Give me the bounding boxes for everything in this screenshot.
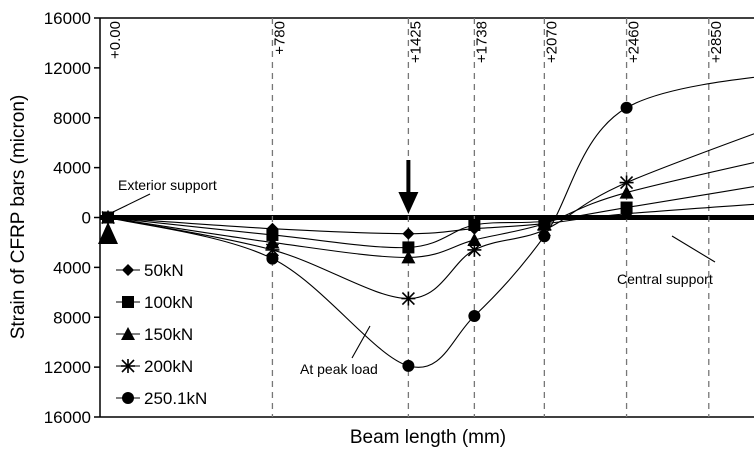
y-axis-title: Strain of CFRP bars (micron) [8, 95, 29, 340]
diamond-marker [122, 264, 134, 276]
square-marker [468, 218, 481, 231]
axes: 16000 12000 8000 4000 0 4000 8000 12000 16000 [44, 9, 754, 427]
annotation-arrow [351, 325, 371, 359]
asterisk-marker [619, 175, 634, 190]
y-tick-label: 4000 [53, 258, 91, 277]
asterisk-marker [401, 291, 416, 306]
asterisk-marker [121, 359, 135, 373]
circle-marker [266, 252, 279, 265]
load-arrow-head [398, 192, 419, 214]
exterior-support-triangle [98, 222, 118, 244]
diamond-marker [402, 227, 415, 240]
annotation-arrow [112, 193, 151, 213]
triangle-marker [619, 185, 634, 199]
square-marker [266, 228, 279, 241]
y-tick-label: 0 [82, 209, 91, 228]
triangle-marker [265, 235, 280, 249]
gauge-label: +0.00 [107, 21, 124, 59]
y-tick-label: 12000 [44, 59, 91, 78]
series-150kn [101, 161, 754, 264]
circle-marker [468, 310, 481, 323]
legend-item: 100kN [116, 293, 193, 312]
x-axis-title: Beam length (mm) [350, 427, 506, 448]
circle-marker [402, 359, 415, 372]
triangle-marker [121, 327, 135, 340]
legend: 50kN 100kN 150kN 200kN 250.1kN [116, 261, 207, 408]
legend-label: 250.1kN [144, 389, 207, 408]
y-tick-label: 16000 [44, 9, 91, 28]
legend-label: 100kN [144, 293, 193, 312]
series [101, 76, 754, 372]
circle-marker [122, 392, 134, 404]
series-line [107, 161, 754, 258]
gauge-lines: +0.00 +780 +1425 +1738 +2070 +2460 +2850 [107, 18, 725, 417]
y-tick-label: 8000 [53, 308, 91, 327]
gauge-label: +2850 [708, 21, 725, 63]
legend-item: 250.1kN [116, 389, 207, 408]
legend-item: 50kN [116, 261, 184, 280]
y-tick-label: 12000 [44, 358, 91, 377]
legend-label: 150kN [144, 325, 193, 344]
gauge-label: +1738 [473, 21, 490, 63]
legend-item: 150kN [116, 325, 193, 344]
annotation-arrow [671, 235, 716, 263]
circle-marker [538, 230, 551, 243]
y-tick-label: 4000 [53, 159, 91, 178]
y-tick-label: 16000 [44, 408, 91, 427]
legend-item: 200kN [116, 357, 193, 376]
circle-marker [620, 101, 633, 114]
annotations: Exterior support At peak load Central supp… [98, 160, 716, 377]
series-2501kn [102, 76, 754, 372]
series-line [107, 133, 754, 300]
annotation-central-support: Central support [617, 271, 713, 287]
circle-marker [102, 211, 114, 224]
triangle-marker [467, 232, 482, 246]
square-marker [402, 241, 415, 254]
y-tick-label: 8000 [53, 109, 91, 128]
square-marker [122, 296, 134, 308]
annotation-peak-load: At peak load [300, 361, 378, 377]
square-marker [620, 201, 633, 214]
legend-label: 200kN [144, 357, 193, 376]
annotation-exterior-support: Exterior support [118, 177, 217, 193]
asterisk-marker [467, 242, 482, 257]
gauge-label: +780 [271, 21, 288, 55]
gauge-label: +2460 [626, 21, 643, 63]
legend-label: 50kN [144, 261, 184, 280]
gauge-label: +2070 [543, 21, 560, 63]
triangle-marker [401, 250, 416, 264]
gauge-label: +1425 [407, 21, 424, 63]
